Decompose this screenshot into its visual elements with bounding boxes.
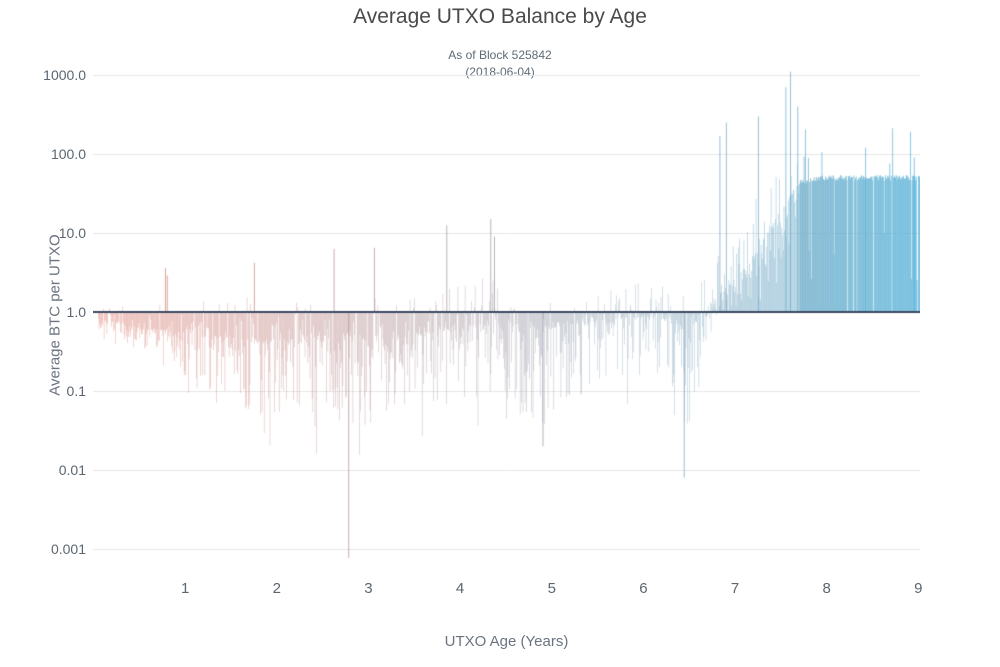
subtitle-line-1: As of Block 525842 (448, 48, 552, 62)
x-tick-label: 3 (364, 580, 373, 597)
y-tick-label: 0.01 (58, 462, 86, 478)
x-tick-label: 2 (272, 580, 281, 597)
x-tick-label: 4 (455, 580, 465, 597)
x-tick-label: 6 (639, 580, 648, 597)
x-tick-label: 9 (914, 580, 923, 597)
y-tick-label: 0.1 (66, 383, 86, 399)
x-tick-label: 1 (180, 580, 190, 597)
y-tick-label: 100.0 (50, 146, 86, 162)
x-tick-label: 8 (822, 580, 831, 597)
x-tick-label: 7 (730, 580, 740, 597)
y-tick-label: 0.001 (50, 541, 86, 557)
y-tick-label: 1.0 (66, 304, 86, 320)
x-axis-title: UTXO Age (Years) (444, 633, 569, 650)
y-tick-label: 10.0 (58, 225, 86, 241)
plot-area[interactable] (93, 64, 920, 560)
x-tick-label: 5 (547, 580, 556, 597)
chart-title: Average UTXO Balance by Age (353, 5, 647, 28)
y-tick-label: 1000.0 (43, 67, 86, 83)
